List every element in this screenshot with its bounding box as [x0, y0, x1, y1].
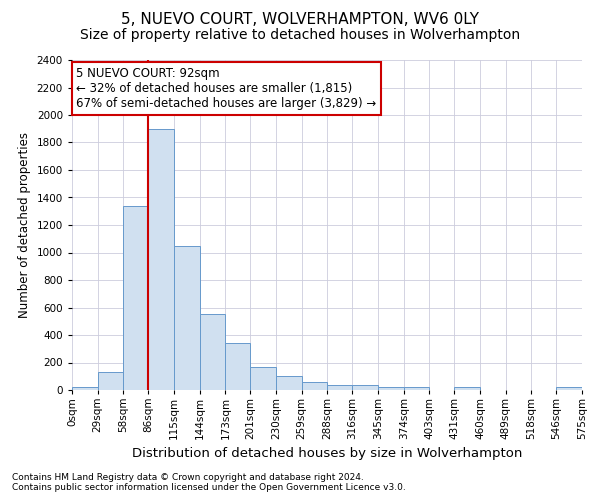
Bar: [352, 385, 378, 390]
Bar: [72, 387, 98, 390]
Bar: [174, 246, 200, 390]
Bar: [148, 128, 174, 390]
X-axis label: Distribution of detached houses by size in Wolverhampton: Distribution of detached houses by size …: [132, 448, 522, 460]
Text: 5, NUEVO COURT, WOLVERHAMPTON, WV6 0LY: 5, NUEVO COURT, WOLVERHAMPTON, WV6 0LY: [121, 12, 479, 28]
Bar: [302, 382, 328, 390]
Y-axis label: Number of detached properties: Number of detached properties: [18, 132, 31, 318]
Bar: [556, 387, 582, 390]
Bar: [378, 386, 404, 390]
Bar: [124, 206, 148, 390]
Bar: [200, 314, 226, 390]
Bar: [276, 376, 302, 390]
Bar: [328, 385, 352, 390]
Text: Size of property relative to detached houses in Wolverhampton: Size of property relative to detached ho…: [80, 28, 520, 42]
Bar: [226, 343, 250, 390]
Bar: [454, 387, 480, 390]
Bar: [98, 372, 124, 390]
Bar: [404, 387, 430, 390]
Bar: [250, 368, 276, 390]
Text: Contains public sector information licensed under the Open Government Licence v3: Contains public sector information licen…: [12, 484, 406, 492]
Text: 5 NUEVO COURT: 92sqm
← 32% of detached houses are smaller (1,815)
67% of semi-de: 5 NUEVO COURT: 92sqm ← 32% of detached h…: [76, 67, 377, 110]
Text: Contains HM Land Registry data © Crown copyright and database right 2024.: Contains HM Land Registry data © Crown c…: [12, 474, 364, 482]
